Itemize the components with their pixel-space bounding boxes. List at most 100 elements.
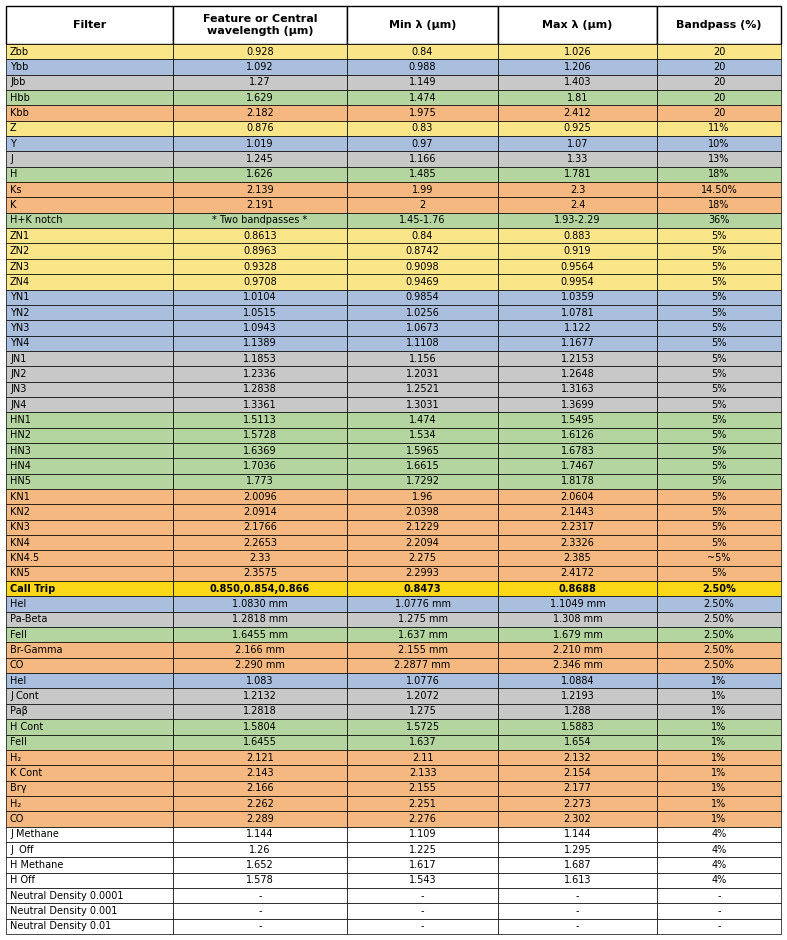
Text: 2.2653: 2.2653 xyxy=(243,538,277,548)
Text: 2.289: 2.289 xyxy=(246,814,274,824)
Text: 4%: 4% xyxy=(711,860,726,870)
Text: 18%: 18% xyxy=(708,169,730,180)
Bar xyxy=(498,551,657,566)
Text: H₂: H₂ xyxy=(10,753,21,762)
Bar xyxy=(6,596,172,612)
Text: 2.210 mm: 2.210 mm xyxy=(552,645,603,655)
Text: 1.7036: 1.7036 xyxy=(243,461,277,471)
Text: 1.2648: 1.2648 xyxy=(560,368,594,379)
Text: Min λ (μm): Min λ (μm) xyxy=(389,20,456,30)
Bar xyxy=(657,520,781,535)
Text: YN3: YN3 xyxy=(10,322,29,333)
Text: 5%: 5% xyxy=(711,569,726,578)
Bar xyxy=(172,428,347,443)
Bar xyxy=(347,336,498,351)
Bar xyxy=(172,505,347,520)
Text: 1.26: 1.26 xyxy=(249,845,271,854)
Bar xyxy=(347,74,498,90)
Bar xyxy=(657,166,781,182)
Bar xyxy=(172,274,347,290)
Bar xyxy=(657,290,781,305)
Text: 1.6615: 1.6615 xyxy=(405,461,439,471)
Bar xyxy=(657,796,781,811)
Text: Neutral Density 0.0001: Neutral Density 0.0001 xyxy=(10,890,124,901)
Bar xyxy=(6,688,172,704)
Text: YN4: YN4 xyxy=(10,338,29,348)
Bar xyxy=(172,166,347,182)
Bar xyxy=(657,505,781,520)
Bar xyxy=(172,903,347,918)
Bar xyxy=(6,44,172,59)
Text: KN2: KN2 xyxy=(10,507,30,517)
Bar xyxy=(498,443,657,459)
Bar xyxy=(6,228,172,243)
Text: 5%: 5% xyxy=(711,446,726,456)
Bar xyxy=(498,290,657,305)
Bar xyxy=(657,228,781,243)
Bar xyxy=(498,765,657,780)
Text: FeII: FeII xyxy=(10,737,27,747)
Text: 5%: 5% xyxy=(711,231,726,241)
Text: Hbb: Hbb xyxy=(10,93,30,102)
Text: 5%: 5% xyxy=(711,246,726,257)
Bar xyxy=(172,627,347,642)
Bar xyxy=(498,688,657,704)
Text: 5%: 5% xyxy=(711,384,726,394)
Text: 1%: 1% xyxy=(711,707,726,716)
Bar xyxy=(657,6,781,44)
Text: 1.149: 1.149 xyxy=(408,77,436,87)
Bar xyxy=(172,413,347,428)
Bar xyxy=(347,918,498,934)
Bar xyxy=(6,397,172,413)
Text: 1.5725: 1.5725 xyxy=(405,722,440,732)
Text: 0.919: 0.919 xyxy=(563,246,591,257)
Bar xyxy=(172,734,347,750)
Bar xyxy=(498,505,657,520)
Text: 5%: 5% xyxy=(711,322,726,333)
Text: 2.33: 2.33 xyxy=(249,553,271,563)
Bar xyxy=(347,182,498,197)
Bar xyxy=(347,258,498,274)
Bar xyxy=(498,658,657,673)
Text: 0.9564: 0.9564 xyxy=(560,261,594,272)
Bar xyxy=(657,243,781,258)
Text: H₂: H₂ xyxy=(10,799,21,808)
Bar xyxy=(657,90,781,105)
Text: 2.1766: 2.1766 xyxy=(243,523,277,532)
Bar xyxy=(498,612,657,627)
Text: 0.8613: 0.8613 xyxy=(243,231,276,241)
Bar xyxy=(657,136,781,151)
Text: J: J xyxy=(10,154,13,164)
Text: 2.50%: 2.50% xyxy=(702,584,736,594)
Text: 1.617: 1.617 xyxy=(408,860,436,870)
Text: 2.412: 2.412 xyxy=(563,108,592,118)
Text: 1.687: 1.687 xyxy=(563,860,591,870)
Bar xyxy=(498,474,657,489)
Text: Y: Y xyxy=(10,139,16,149)
Bar xyxy=(172,857,347,872)
Bar xyxy=(172,367,347,382)
Text: -: - xyxy=(421,890,424,901)
Text: 1.1389: 1.1389 xyxy=(243,338,276,348)
Bar xyxy=(6,274,172,290)
Bar xyxy=(172,474,347,489)
Bar xyxy=(347,305,498,321)
Bar xyxy=(6,505,172,520)
Bar xyxy=(347,872,498,888)
Text: 0.925: 0.925 xyxy=(563,123,592,133)
Text: 0.988: 0.988 xyxy=(408,62,436,72)
Text: 5%: 5% xyxy=(711,353,726,364)
Text: 2.2317: 2.2317 xyxy=(560,523,594,532)
Bar xyxy=(657,826,781,842)
Bar xyxy=(6,489,172,505)
Text: 1.2132: 1.2132 xyxy=(243,691,277,701)
Bar xyxy=(347,811,498,826)
Bar xyxy=(172,59,347,74)
Bar xyxy=(172,90,347,105)
Bar xyxy=(498,888,657,903)
Text: 1%: 1% xyxy=(711,753,726,762)
Bar xyxy=(172,566,347,581)
Text: 2.133: 2.133 xyxy=(408,768,436,778)
Bar xyxy=(347,413,498,428)
Bar xyxy=(6,166,172,182)
